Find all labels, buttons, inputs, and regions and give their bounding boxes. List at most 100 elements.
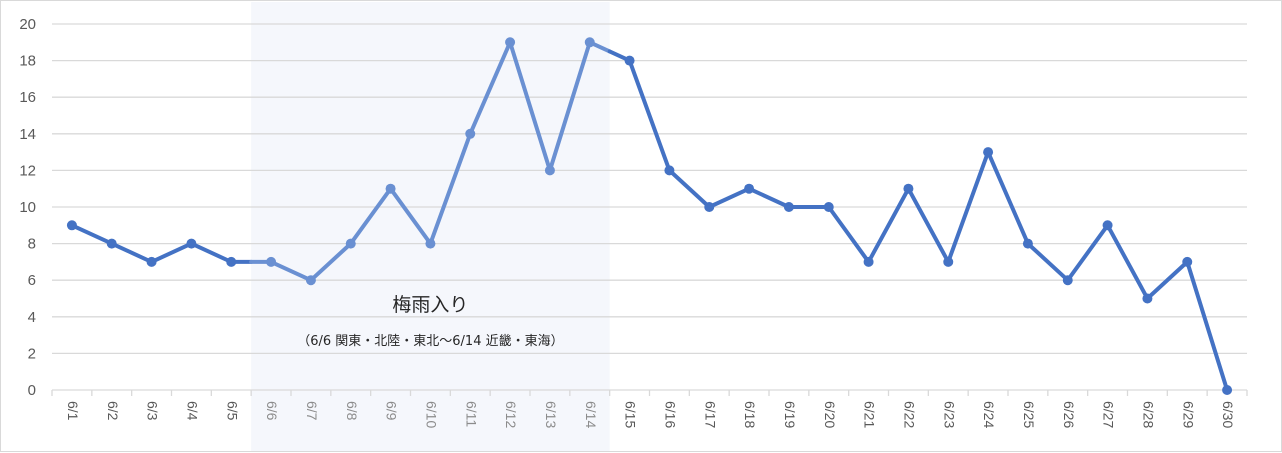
series-segment	[468, 40, 513, 136]
data-point	[1022, 238, 1033, 249]
x-tick-label: 6/18	[742, 401, 758, 428]
y-tick-label: 8	[28, 236, 36, 253]
data-point	[863, 256, 874, 267]
data-point	[664, 165, 675, 176]
series-segment	[189, 241, 234, 264]
data-point	[744, 183, 755, 194]
series-segment	[69, 223, 114, 246]
series-segment	[547, 40, 592, 173]
x-tick-label: 6/27	[1101, 401, 1117, 428]
x-tick-label: 6/26	[1061, 401, 1077, 428]
data-point	[624, 55, 635, 66]
data-point	[903, 183, 914, 194]
series-segment	[1065, 223, 1110, 283]
data-point	[783, 202, 794, 212]
y-tick-label: 2	[28, 345, 36, 362]
x-tick-label: 6/20	[822, 401, 838, 428]
y-tick-label: 12	[19, 162, 36, 179]
data-point	[106, 238, 117, 249]
x-tick-label: 6/8	[344, 401, 360, 421]
data-point	[983, 147, 994, 158]
x-tick-label: 6/9	[384, 401, 400, 421]
x-tick-label: 6/2	[105, 401, 121, 421]
y-tick-label: 10	[19, 199, 36, 216]
annotation-subtitle: （6/6 関東・北陸・東北～6/14 近畿・東海）	[297, 333, 563, 349]
data-point	[505, 37, 516, 48]
x-tick-label: 6/5	[224, 401, 240, 421]
data-point	[146, 256, 157, 267]
data-point	[465, 128, 476, 139]
x-tick-label: 6/29	[1180, 401, 1196, 428]
x-tick-label: 6/4	[184, 401, 200, 421]
y-axis: 0 2 4 6 8 10 12 14 16 18 20	[19, 16, 36, 399]
series-segment	[667, 168, 712, 209]
data-point	[226, 256, 237, 267]
x-tick-label: 6/24	[981, 401, 997, 428]
y-tick-label: 6	[28, 272, 36, 289]
series-segment	[1105, 223, 1150, 301]
data-point	[1142, 293, 1153, 304]
data-point	[704, 202, 715, 212]
x-tick-label: 6/13	[543, 401, 559, 428]
data-series	[66, 37, 1233, 395]
series-segment	[388, 186, 433, 246]
x-tick-label: 6/12	[503, 401, 519, 428]
x-tick-label: 6/23	[941, 401, 957, 428]
data-point	[544, 165, 555, 176]
x-tick-label: 6/6	[264, 401, 280, 421]
series-segment	[1145, 259, 1190, 301]
x-tick-label: 6/10	[423, 401, 439, 428]
data-point	[385, 183, 396, 194]
series-segment	[508, 40, 552, 173]
y-tick-label: 18	[19, 53, 36, 70]
x-tick-label: 6/3	[145, 401, 161, 421]
data-point	[425, 238, 436, 249]
x-tick-label: 6/19	[782, 401, 798, 428]
data-point	[345, 238, 356, 249]
data-point	[943, 256, 954, 267]
x-tick-label: 6/1	[65, 401, 81, 421]
series-segment	[866, 186, 911, 264]
series-segment	[149, 241, 194, 264]
data-point	[186, 238, 197, 249]
x-tick-label: 6/16	[662, 401, 678, 428]
series-segment	[826, 205, 871, 264]
y-tick-label: 16	[19, 89, 36, 106]
gridlines	[52, 23, 1247, 391]
x-tick-label: 6/17	[702, 401, 718, 428]
x-tick-label: 6/21	[862, 401, 878, 428]
data-point	[1182, 256, 1193, 267]
x-tick-label: 6/30	[1220, 401, 1236, 428]
data-point	[1222, 385, 1233, 395]
series-segment	[348, 186, 393, 246]
y-tick-label: 20	[19, 16, 36, 33]
series-segment	[747, 186, 791, 209]
series-segment	[946, 150, 991, 264]
x-axis: 6/1 6/2 6/3 6/4 6/5 6/6 6/7 6/8 6/9 6/10 6/11 6/12 6…	[51, 390, 1248, 428]
x-tick-label: 6/11	[463, 401, 479, 427]
data-point	[305, 275, 316, 286]
data-point	[823, 202, 834, 212]
x-tick-label: 6/22	[901, 401, 917, 428]
x-tick-label: 6/28	[1140, 401, 1156, 428]
series-segment	[1025, 241, 1070, 283]
data-point	[1062, 275, 1073, 286]
y-tick-label: 0	[28, 382, 36, 399]
series-segment	[906, 186, 951, 264]
annotation-title: 梅雨入り	[392, 294, 468, 316]
x-tick-label: 6/14	[583, 401, 599, 428]
data-point	[584, 37, 595, 48]
series-segment	[109, 241, 154, 264]
series-segment	[627, 58, 672, 173]
series-segment	[269, 259, 313, 283]
series-segment	[707, 186, 752, 209]
series-segment	[986, 150, 1030, 246]
x-tick-label: 6/7	[304, 401, 320, 421]
x-tick-label: 6/25	[1021, 401, 1037, 428]
data-point	[1102, 220, 1113, 231]
rainy-season-band	[251, 2, 610, 451]
series-segment	[1185, 259, 1230, 392]
y-tick-label: 14	[19, 126, 36, 143]
